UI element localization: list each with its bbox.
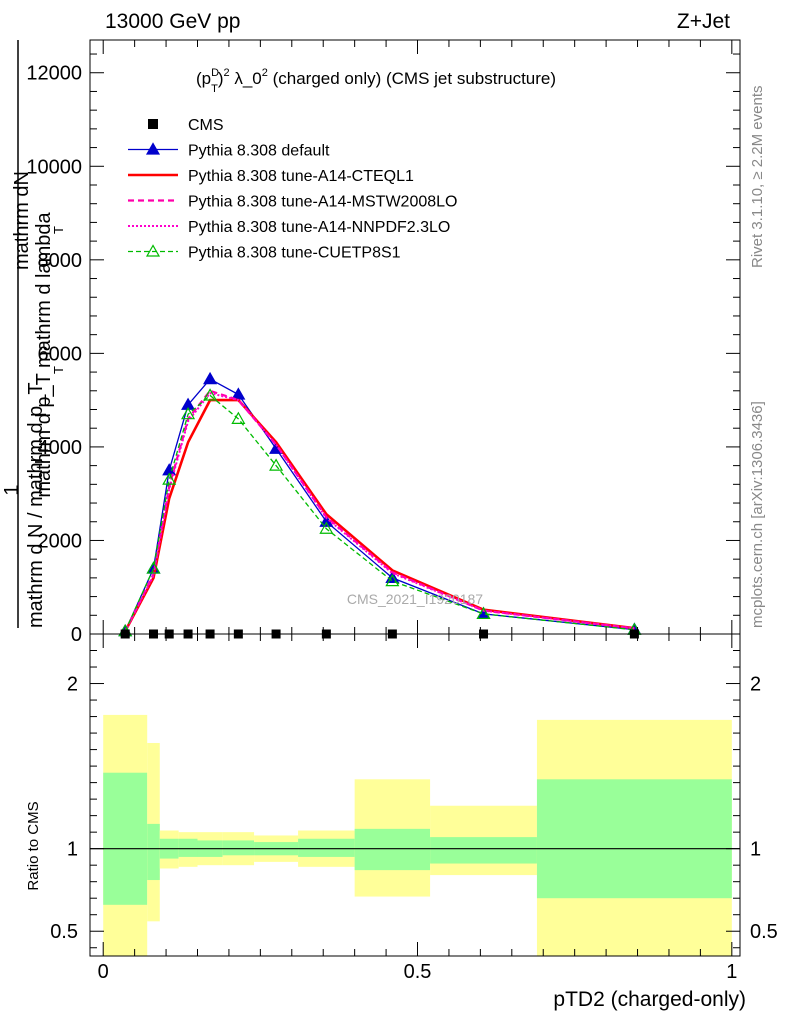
series-point (203, 371, 218, 385)
main-y-axis-label: mathrm dN mathrm d p_T mathrm d lambda 1… (1, 40, 66, 628)
y-label-fraction-denominator: mathrm d N / mathrm d p_T (25, 382, 47, 628)
x-tick-label: 1 (726, 961, 737, 983)
series-point (162, 472, 177, 485)
series-line (124, 391, 635, 632)
ratio-inner-band (298, 838, 355, 857)
x-tick-label: 0.5 (404, 961, 432, 983)
legend-entry: Pythia 8.308 default (128, 142, 330, 160)
legend-marker (148, 119, 158, 129)
x-tick-label: 0 (98, 961, 109, 983)
legend-label: Pythia 8.308 tune-A14-CTEQL1 (188, 168, 414, 185)
main-y-tick-label: 2000 (38, 530, 83, 552)
ratio-inner-band (147, 823, 160, 881)
series-point (203, 388, 218, 401)
series-point (146, 561, 161, 574)
plot-title: (pD T)2 λ_02 (charged only) (CMS jet subs… (196, 67, 556, 95)
main-y-tick-label: 10000 (26, 156, 82, 178)
legend-marker (145, 142, 161, 155)
main-plot-panel: 0 2000 4000 6000 8000 10000 12000 (26, 39, 741, 646)
y-label-sub-t1: T (51, 226, 66, 234)
y-label-numerator-top: mathrm dN (11, 171, 33, 270)
series-line (124, 394, 635, 632)
legend-label: Pythia 8.308 tune-A14-NNPDF2.3LO (188, 219, 450, 236)
series-point (385, 573, 400, 587)
ratio-y-tick-label: 2 (67, 674, 78, 696)
main-x-ticks (102, 40, 733, 634)
y-label-numerator-sub: mathrm d p_T mathrm d lambda (33, 211, 55, 497)
series-point (181, 406, 196, 420)
series-point (319, 521, 334, 534)
legend-label: Pythia 8.308 tune-CUETP8S1 (188, 245, 401, 262)
main-y-axis: 0 2000 4000 6000 8000 10000 12000 (26, 53, 740, 646)
legend: CMS Pythia 8.308 default Pythia 8.308 tune… (128, 117, 457, 262)
ratio-plot-panel: 0.5 0.51 12 2 0 0.5 1 (50, 633, 778, 983)
ratio-inner-band (430, 837, 537, 864)
legend-label: Pythia 8.308 default (188, 143, 330, 160)
ratio-inner-band (222, 840, 255, 856)
series-point (476, 606, 491, 619)
legend-entry: CMS (148, 117, 224, 134)
ratio-y-axis: 0.5 0.5 1 1 2 2 (50, 650, 778, 949)
legend-entry: Pythia 8.308 tune-CUETP8S1 (128, 244, 401, 262)
ratio-inner-band (178, 838, 198, 857)
series-pythia-8-308-tune-a14-mstw2008lo (124, 389, 635, 632)
legend-entry: Pythia 8.308 tune-A14-MSTW2008LO (128, 194, 457, 211)
main-y-tick-label: 4000 (38, 437, 83, 459)
ratio-plot-frame (89, 633, 741, 957)
ratio-inner-band (536, 779, 732, 899)
ratio-x-axis: 0 0.5 1 (98, 634, 737, 983)
series-point (269, 458, 284, 471)
series-pythia-8-308-tune-a14-nnpdf2-3lo (124, 391, 635, 632)
ratio-y-tick-label: 1 (67, 839, 78, 861)
analysis-watermark: CMS_2021_I1920187 (347, 591, 483, 607)
ratio-y-tick-label: 0.5 (50, 921, 78, 943)
legend-label: CMS (188, 117, 224, 134)
y-label-sub-t2: T (51, 366, 66, 374)
ratio-y-axis-label: Ratio to CMS (25, 801, 42, 890)
series-point (231, 387, 246, 400)
rivet-version-label: Rivet 3.1.10, ≥ 2.2M events (749, 86, 766, 269)
legend-label: Pythia 8.308 tune-A14-MSTW2008LO (188, 194, 457, 211)
ratio-y-tick-label-right: 2 (750, 674, 761, 696)
ratio-inner-band (103, 772, 148, 905)
process-label: Z+Jet (677, 10, 730, 33)
legend-entry: Pythia 8.308 tune-A14-NNPDF2.3LO (128, 219, 450, 236)
series-point (231, 411, 246, 424)
mcplots-label: mcplots.cern.ch [arXiv:1306.3436] (749, 401, 766, 628)
series-line (124, 389, 635, 632)
ratio-y-tick-label-right: 1 (750, 839, 761, 861)
energy-label: 13000 GeV pp (105, 10, 240, 33)
x-axis-label: pTD2 (charged-only) (553, 988, 746, 1011)
y-label-fraction-one: 1 (1, 484, 23, 495)
legend-entry: Pythia 8.308 tune-A14-CTEQL1 (128, 168, 414, 185)
ratio-uncertainty-bands (103, 714, 732, 956)
main-y-tick-label: 12000 (26, 63, 82, 85)
main-y-tick-label: 0 (71, 624, 82, 646)
legend-marker (145, 244, 161, 257)
main-y-tick-label: 6000 (38, 343, 83, 365)
main-y-tick-label: 8000 (38, 250, 83, 272)
ratio-y-tick-label-right: 0.5 (750, 921, 778, 943)
ratio-inner-band (354, 828, 431, 871)
